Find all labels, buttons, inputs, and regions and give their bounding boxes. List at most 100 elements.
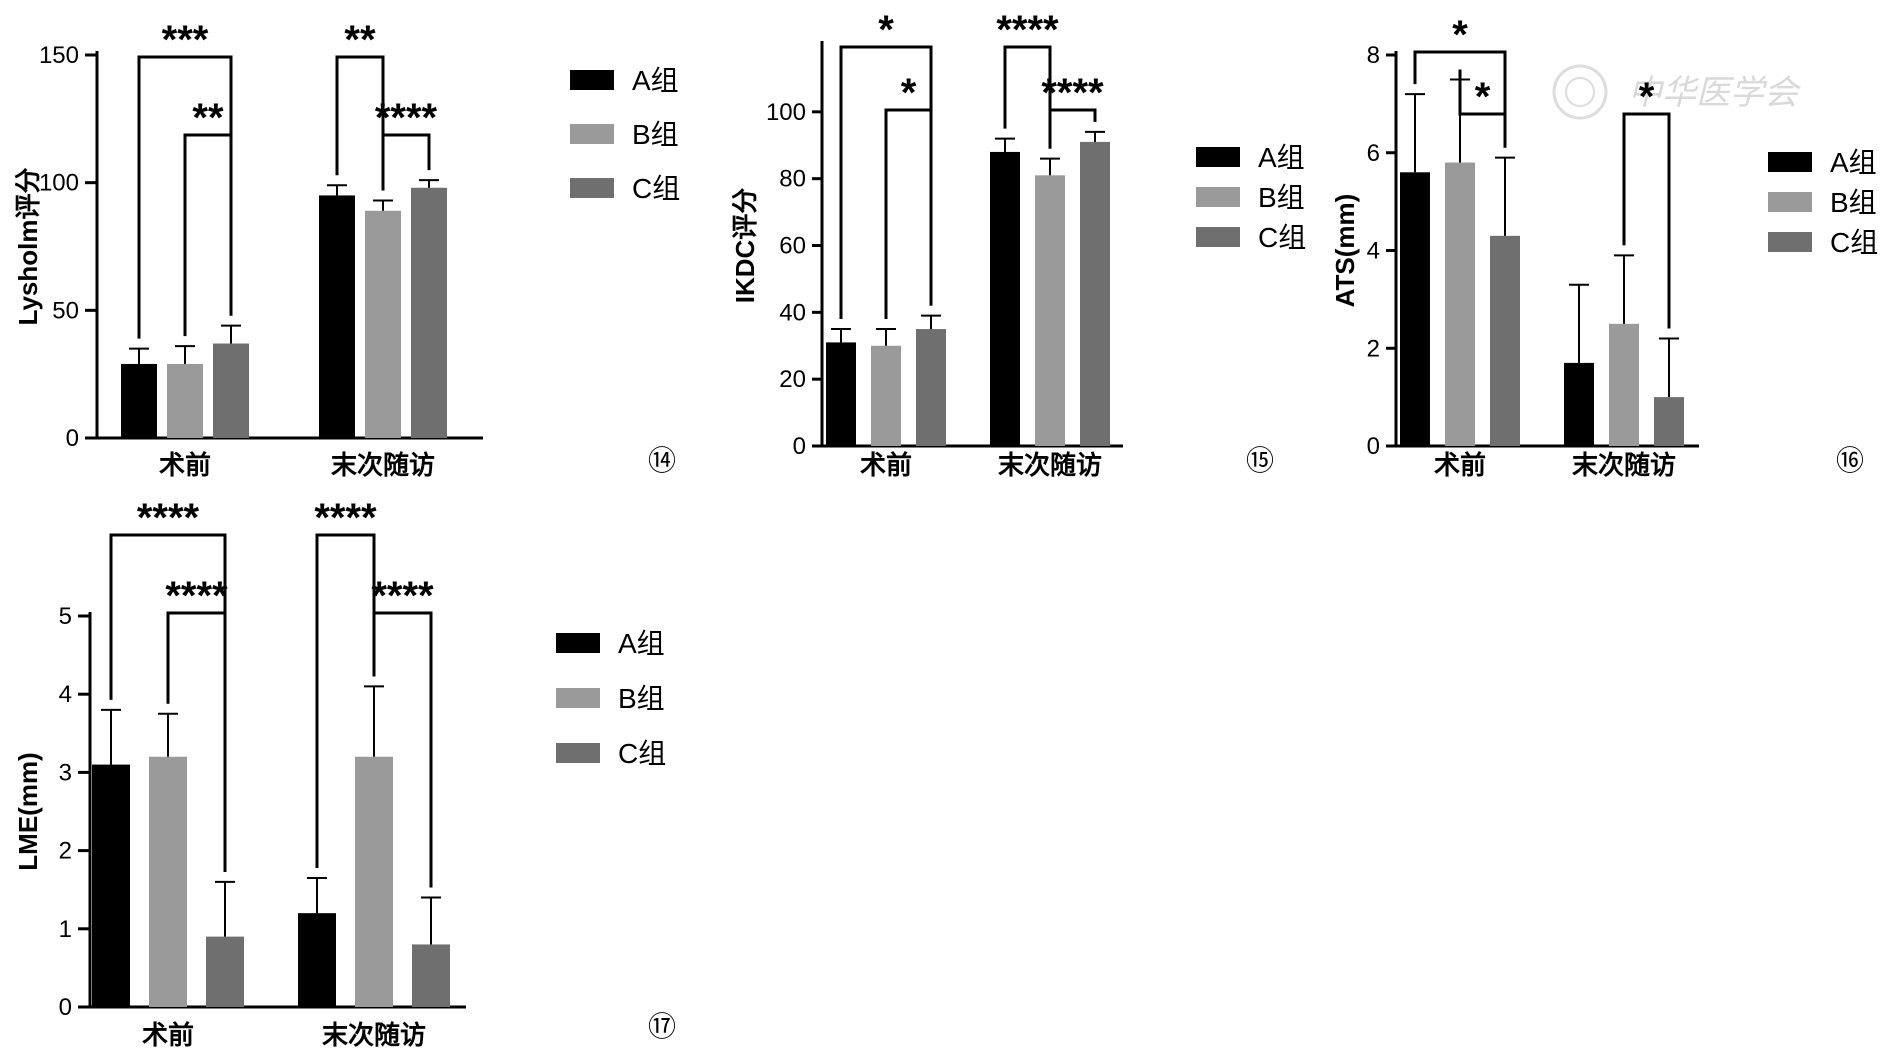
bar xyxy=(92,764,130,1007)
legend-swatch xyxy=(570,124,614,144)
significance-label: * xyxy=(1639,75,1655,119)
significance-label: * xyxy=(901,71,917,115)
legend-swatch xyxy=(556,743,600,763)
significance-bracket xyxy=(372,611,433,888)
bar xyxy=(319,195,355,438)
bar xyxy=(149,756,187,1007)
bar xyxy=(916,329,946,446)
y-tick-label: 100 xyxy=(766,99,806,126)
significance-bracket xyxy=(1003,45,1052,149)
panel-number: ⑯ xyxy=(1836,444,1864,477)
legend-swatch xyxy=(1196,187,1240,207)
y-axis-label: IKDC评分 xyxy=(730,188,760,304)
y-tick-label: 3 xyxy=(59,759,72,786)
x-category-label: 末次随访 xyxy=(998,450,1102,480)
y-axis-label: ATS(mm) xyxy=(1330,194,1360,308)
bar xyxy=(1609,323,1639,446)
bar xyxy=(1400,172,1430,447)
legend-swatch xyxy=(556,633,600,653)
bar xyxy=(411,187,447,438)
significance-bracket xyxy=(183,133,233,337)
significance-label: **** xyxy=(1041,71,1104,115)
y-tick-label: 1 xyxy=(59,916,72,943)
legend-swatch xyxy=(1196,227,1240,247)
bar xyxy=(871,345,901,446)
bar xyxy=(1445,162,1475,446)
significance-label: **** xyxy=(314,496,377,540)
bar xyxy=(206,936,244,1007)
seal-logo-inner-icon xyxy=(1565,77,1595,107)
legend-label: A组 xyxy=(1830,147,1877,178)
legend-swatch xyxy=(570,70,614,90)
legend-label: C组 xyxy=(632,173,680,204)
significance-label: * xyxy=(1452,13,1468,57)
y-tick-label: 0 xyxy=(66,425,79,452)
significance-bracket xyxy=(315,533,376,868)
significance-label: *** xyxy=(162,18,209,62)
bar xyxy=(1035,175,1065,446)
legend-label: B组 xyxy=(632,119,679,150)
bar xyxy=(167,363,203,438)
significance-bracket xyxy=(1048,108,1097,149)
y-tick-label: 20 xyxy=(779,366,806,393)
legend-label: B组 xyxy=(1830,187,1877,218)
watermark-text: 中华医学会 xyxy=(1628,73,1802,113)
y-tick-label: 50 xyxy=(52,297,79,324)
y-tick-label: 80 xyxy=(779,166,806,193)
significance-label: ** xyxy=(344,18,376,62)
y-tick-label: 0 xyxy=(793,433,806,460)
legend-label: B组 xyxy=(618,683,665,714)
significance-label: **** xyxy=(375,96,438,140)
y-tick-label: 2 xyxy=(59,838,72,865)
legend-label: A组 xyxy=(618,628,665,659)
y-tick-label: 8 xyxy=(1367,42,1380,69)
bar xyxy=(826,342,856,446)
x-category-label: 末次随访 xyxy=(322,1020,426,1050)
y-tick-label: 2 xyxy=(1367,335,1380,362)
y-axis-label: Lysholm评分 xyxy=(13,168,43,326)
significance-label: **** xyxy=(371,574,434,618)
x-category-label: 末次随访 xyxy=(1572,450,1676,480)
legend-label: B组 xyxy=(1258,182,1305,213)
significance-label: **** xyxy=(137,496,200,540)
y-tick-label: 40 xyxy=(779,299,806,326)
legend-label: C组 xyxy=(1258,222,1306,253)
x-category-label: 术前 xyxy=(860,450,912,480)
legend-label: A组 xyxy=(1258,142,1305,173)
society-watermark: 中华医学会 xyxy=(1552,64,1802,120)
significance-bracket xyxy=(1413,50,1507,148)
y-tick-label: 6 xyxy=(1367,140,1380,167)
bar xyxy=(1654,397,1684,446)
legend-swatch xyxy=(570,178,614,198)
seal-logo-icon xyxy=(1552,64,1608,120)
y-axis-label: LME(mm) xyxy=(13,752,43,870)
x-category-label: 术前 xyxy=(142,1020,194,1050)
panel-number: ⑮ xyxy=(1246,444,1274,477)
y-tick-label: 4 xyxy=(1367,238,1380,265)
significance-label: **** xyxy=(165,574,228,618)
bar xyxy=(121,363,157,438)
bar xyxy=(365,210,401,438)
bar xyxy=(213,343,249,438)
significance-bracket xyxy=(381,133,431,191)
y-tick-label: 0 xyxy=(1367,433,1380,460)
bar xyxy=(1564,362,1594,446)
significance-bracket xyxy=(1622,112,1671,329)
legend-swatch xyxy=(1768,232,1812,252)
significance-label: **** xyxy=(996,8,1059,52)
legend-label: C组 xyxy=(1830,227,1878,258)
legend-swatch xyxy=(1768,152,1812,172)
legend-swatch xyxy=(1196,147,1240,167)
x-category-label: 末次随访 xyxy=(331,450,435,480)
y-tick-label: 60 xyxy=(779,233,806,260)
bar xyxy=(990,151,1020,446)
legend-label: A组 xyxy=(632,65,679,96)
bar xyxy=(298,913,336,1007)
y-tick-label: 100 xyxy=(39,170,79,197)
panel-number: ⑰ xyxy=(648,1010,676,1043)
y-tick-label: 5 xyxy=(59,603,72,630)
